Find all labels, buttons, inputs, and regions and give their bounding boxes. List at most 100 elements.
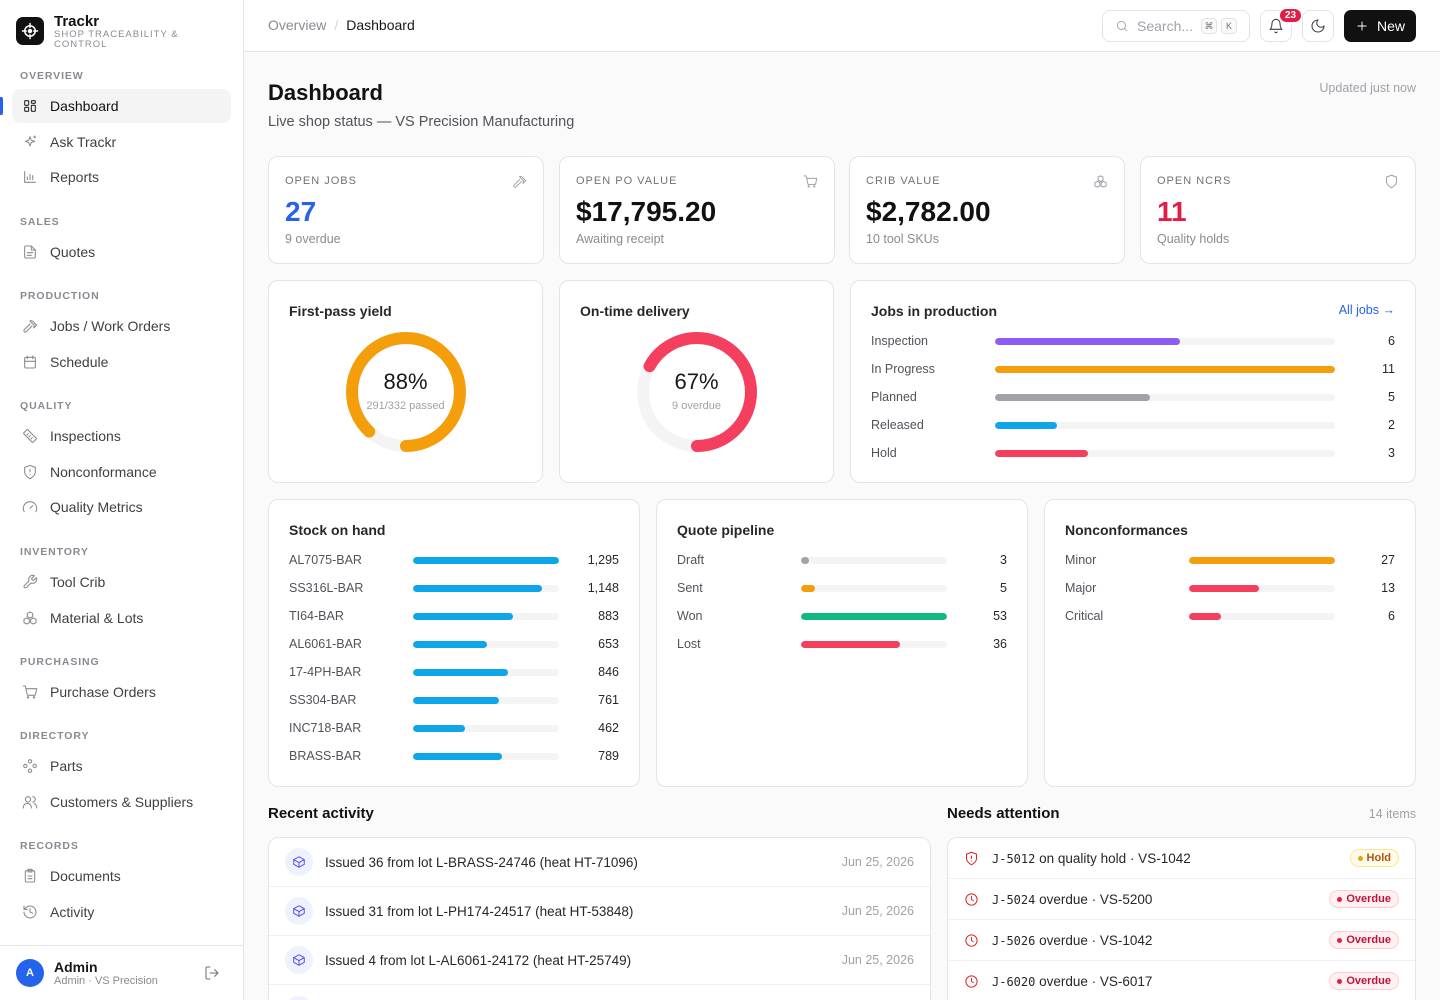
avatar[interactable]: A: [16, 959, 44, 987]
sidebar-item-label: Inspections: [50, 428, 121, 444]
job-id[interactable]: J-5026: [992, 933, 1036, 948]
attention-item[interactable]: J-5024 overdue · VS-5200 Overdue: [948, 879, 1415, 920]
kpi-crib-value[interactable]: CRIB VALUE $2,782.00 10 tool SKUs: [849, 156, 1125, 264]
bar-label: AL7075-BAR: [289, 553, 362, 567]
bar-track: [995, 337, 1335, 345]
bar-fill: [801, 556, 810, 564]
bar-track: [995, 449, 1335, 457]
bar-track: [1189, 556, 1335, 564]
gauge-icon: [22, 501, 38, 513]
sidebar-item-dashboard[interactable]: Dashboard: [12, 89, 231, 123]
stock-row: BRASS-BAR 789: [289, 746, 619, 766]
sidebar-item-ask-trackr[interactable]: Ask Trackr: [12, 125, 231, 159]
sidebar-item-tool-crib[interactable]: Tool Crib: [12, 565, 231, 599]
job-id[interactable]: J-5012: [992, 851, 1036, 866]
activity-item[interactable]: [269, 985, 930, 1000]
bar-label: Inspection: [871, 334, 928, 348]
sidebar-item-schedule[interactable]: Schedule: [12, 345, 231, 379]
sidebar-item-label: Quotes: [50, 244, 96, 260]
package-icon: [293, 905, 305, 917]
bar-label: Planned: [871, 390, 917, 404]
bar-value: 883: [598, 609, 619, 623]
bar-fill: [801, 612, 947, 620]
sidebar-item-label: Nonconformance: [50, 463, 157, 480]
bar-value: 1,295: [587, 553, 619, 567]
sidebar-item-inspections[interactable]: Inspections: [12, 419, 231, 453]
bar-label: Released: [871, 418, 924, 432]
sidebar-item-activity[interactable]: Activity: [12, 895, 231, 929]
logout-icon[interactable]: [204, 965, 220, 981]
attention-item[interactable]: J-5026 overdue · VS-1042 Overdue: [948, 920, 1415, 961]
kbd-cmd: ⌘: [1201, 18, 1218, 34]
sidebar-item-label: Jobs / Work Orders: [50, 318, 171, 334]
section-quality: QUALITY: [20, 400, 73, 412]
job-id[interactable]: J-6020: [992, 974, 1036, 989]
job-id[interactable]: J-5024: [992, 892, 1036, 907]
sidebar-item-label: Material & Lots: [50, 609, 144, 626]
activity-text: Issued 36 from lot L-BRASS-24746 (heat H…: [325, 854, 638, 870]
brand-tagline: SHOP TRACEABILITY & CONTROL: [54, 29, 179, 50]
bar-label: AL6061-BAR: [289, 637, 362, 651]
kpi-label: CRIB VALUE: [866, 175, 941, 187]
sidebar-item-jobs-work-orders[interactable]: Jobs / Work Orders: [12, 309, 231, 343]
user-role: Admin · VS Precision: [54, 975, 158, 987]
sparkle-icon: [24, 134, 37, 147]
stock-row: 17-4PH-BAR 846: [289, 662, 619, 682]
activity-text: Issued 4 from lot L-AL6061-24172 (heat H…: [325, 952, 632, 968]
all-jobs-link[interactable]: All jobs →: [1338, 303, 1395, 317]
nonconformances-card: Nonconformances Minor 27 Major 13 Critical 6: [1044, 499, 1416, 787]
sidebar-item-material-lots[interactable]: Material & Lots: [12, 601, 231, 635]
sidebar-item-quotes[interactable]: Quotes: [12, 235, 231, 269]
stock-row: SS304-BAR 761: [289, 690, 619, 710]
activity-item[interactable]: Issued 31 from lot L-PH174-24517 (heat H…: [269, 887, 930, 936]
sidebar-item-label: Quality Metrics: [50, 499, 143, 515]
notifications-button[interactable]: 23: [1260, 7, 1304, 42]
kpi-label: OPEN PO VALUE: [576, 175, 678, 187]
kpi-open-ncrs[interactable]: OPEN NCRS 11 Quality holds: [1140, 156, 1416, 264]
search-input[interactable]: Search... ⌘ K: [1102, 10, 1250, 42]
activity-item[interactable]: Issued 36 from lot L-BRASS-24746 (heat H…: [269, 838, 930, 887]
bar-value: 3: [1388, 446, 1395, 460]
attention-item[interactable]: J-5012 on quality hold · VS-1042 Hold: [948, 838, 1415, 879]
bar-label: In Progress: [871, 362, 935, 376]
bar-track: [413, 640, 559, 648]
bar-track: [413, 752, 559, 760]
sidebar-item-parts[interactable]: Parts: [12, 749, 231, 783]
recent-activity-list: Issued 36 from lot L-BRASS-24746 (heat H…: [268, 837, 931, 1000]
section-inventory: INVENTORY: [20, 546, 89, 558]
new-button[interactable]: New: [1344, 10, 1416, 42]
cart-icon: [803, 175, 818, 188]
stock-row: INC718-BAR 462: [289, 718, 619, 738]
brand[interactable]: Trackr SHOP TRACEABILITY & CONTROL: [16, 14, 194, 50]
activity-item[interactable]: Issued 4 from lot L-AL6061-24172 (heat H…: [269, 936, 930, 985]
bar-fill: [995, 449, 1088, 457]
sidebar-item-reports[interactable]: Reports: [12, 160, 231, 194]
theme-toggle-button[interactable]: [1302, 10, 1334, 42]
status-badge-label: Overdue: [1346, 893, 1391, 905]
file-icon: [24, 245, 36, 259]
kpi-open-jobs[interactable]: OPEN JOBS 27 9 overdue: [268, 156, 544, 264]
on-time-delivery-donut: [637, 332, 757, 452]
breadcrumb-overview[interactable]: Overview: [268, 17, 327, 33]
bar-label: Won: [677, 609, 703, 623]
jobs-row: Inspection 6: [871, 331, 1395, 351]
bar-track: [995, 393, 1335, 401]
bar-track: [995, 421, 1335, 429]
sidebar-item-quality-metrics[interactable]: Quality Metrics: [12, 490, 231, 524]
sidebar-item-documents[interactable]: Documents: [12, 859, 231, 893]
stock-row: SS316L-BAR 1,148: [289, 578, 619, 598]
sidebar-item-nonconformance[interactable]: Nonconformance: [12, 455, 231, 489]
attention-item[interactable]: J-6020 overdue · VS-6017 Overdue: [948, 961, 1415, 1000]
sidebar-item-purchase-orders[interactable]: Purchase Orders: [12, 675, 231, 709]
bar-fill: [995, 421, 1057, 429]
updated-status: Updated just now: [1319, 81, 1416, 95]
on-time-delivery-title: On-time delivery: [580, 303, 690, 319]
bar-fill: [413, 640, 487, 648]
kpi-open-po-value[interactable]: OPEN PO VALUE $17,795.20 Awaiting receipt: [559, 156, 835, 264]
bar-track: [801, 612, 947, 620]
status-badge-label: Hold: [1366, 852, 1391, 864]
bar-label: SS304-BAR: [289, 693, 357, 707]
sidebar-item-customers-suppliers[interactable]: Customers & Suppliers: [12, 785, 231, 819]
section-overview: OVERVIEW: [20, 70, 84, 82]
quotes-row: Draft 3: [677, 550, 1007, 570]
